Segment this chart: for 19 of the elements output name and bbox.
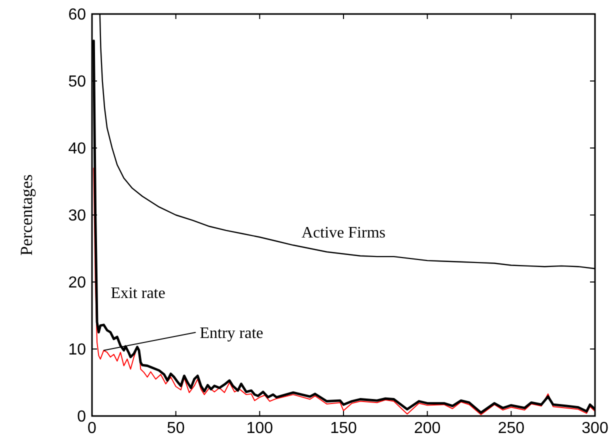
y-tick-label: 30	[68, 208, 86, 225]
y-tick-label: 40	[68, 140, 86, 158]
x-tick-label: 0	[88, 420, 97, 437]
line-series	[93, 168, 595, 416]
y-tick-label: 50	[68, 74, 86, 91]
x-tick-label: 50	[166, 420, 185, 437]
series-label: Active Firms	[302, 224, 386, 242]
y-axis-title: Percentages	[17, 174, 36, 256]
x-tick-label: 150	[330, 420, 357, 437]
text: Entry rate	[200, 324, 264, 342]
series-label: Exit rate	[110, 284, 166, 302]
y-tick-label: 10	[68, 342, 86, 359]
y-tick-label: 60	[68, 6, 86, 24]
x-tick-label: 100	[246, 420, 274, 437]
x-tick-label: 250	[498, 420, 525, 437]
y-tick-label: 0	[77, 408, 86, 426]
x-tick-label: 200	[414, 420, 441, 437]
x-tick-label: 300	[582, 420, 608, 437]
y-tick-label: 20	[68, 274, 86, 292]
